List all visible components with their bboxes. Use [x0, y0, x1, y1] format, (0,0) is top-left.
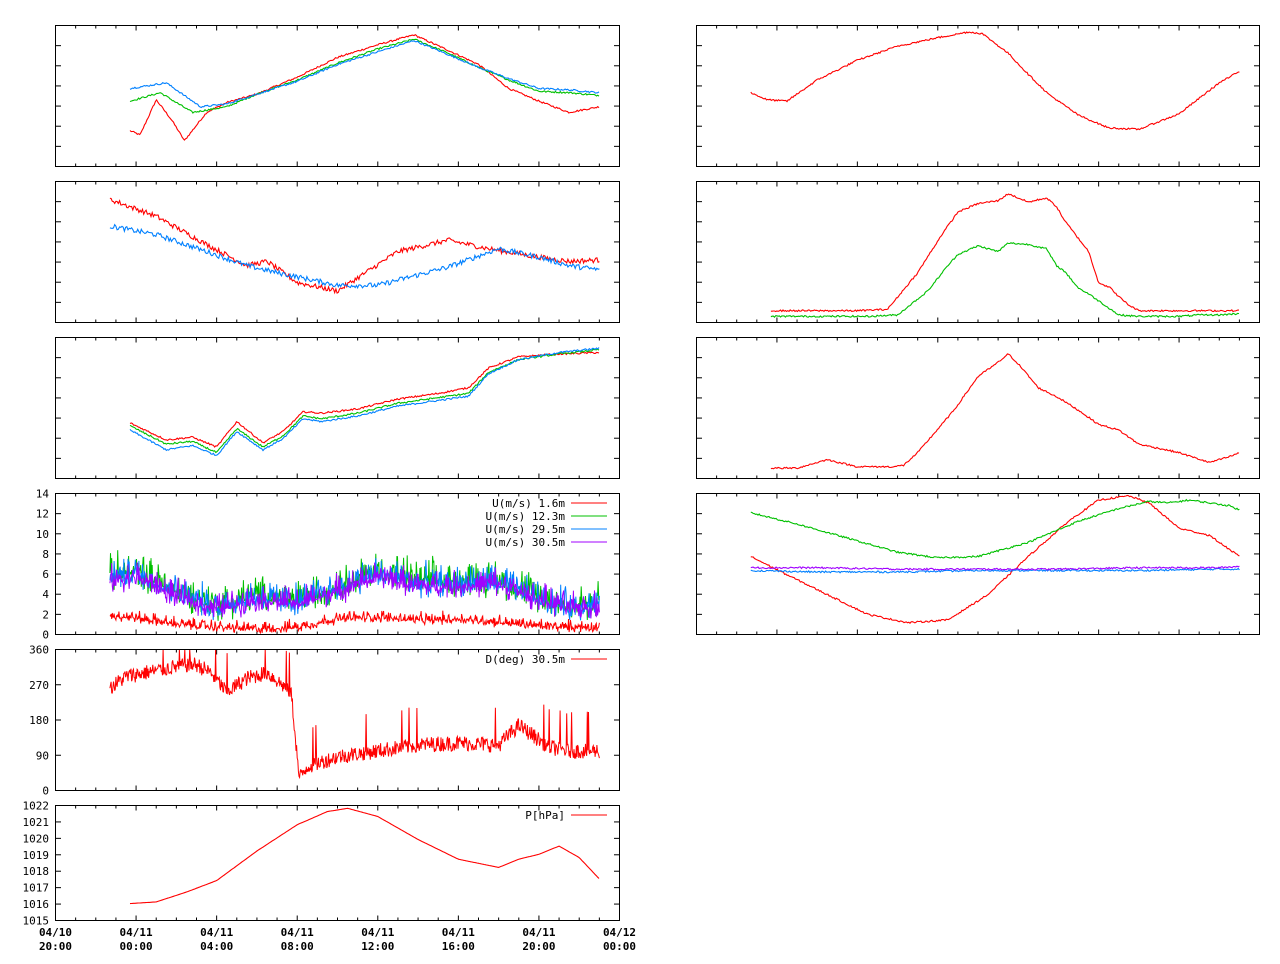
series-line-red: [770, 353, 1240, 470]
y-tick-label: 1021: [23, 816, 50, 829]
y-tick-label: 1018: [23, 865, 50, 878]
plot-frame: [696, 337, 1260, 479]
legend-label: D(deg) 30.5m: [486, 653, 566, 666]
legend-label: U(m/s) 30.5m: [486, 536, 566, 549]
series-line-red: [129, 807, 600, 905]
y-tick-label: 0: [42, 785, 49, 798]
x-tick-label-date: 04/11: [281, 926, 314, 939]
x-tick-label-time: 20:00: [39, 940, 72, 953]
x-tick-label-time: 12:00: [361, 940, 394, 953]
panel-wind-direction: 0 90 180 270 360 D(deg) 30.5m: [29, 644, 620, 798]
plot-frame: [55, 181, 620, 323]
panel-pressure: 1015 1016 1017 1018 1019 1020 1021 1022 P[hPa]: [23, 800, 620, 928]
x-tick-label-time: 00:00: [120, 940, 153, 953]
x-tick-label-time: 04:00: [200, 940, 233, 953]
legend-label: P[hPa]: [525, 809, 565, 822]
x-tick-label-date: 04/12: [603, 926, 636, 939]
y-tick-label: 1022: [23, 800, 50, 813]
y-tick-label: 14: [36, 488, 50, 501]
series-line-red: [750, 31, 1240, 131]
plot-frame: [696, 181, 1260, 323]
y-tick-label: 12: [36, 508, 49, 521]
y-tick-label: 270: [29, 679, 49, 692]
y-tick-label: 1020: [23, 832, 50, 845]
plot-frame: [696, 493, 1260, 635]
series-line-purple: [109, 562, 600, 619]
y-tick-label: 1015: [23, 915, 50, 928]
x-tick-label-date: 04/11: [120, 926, 153, 939]
panel-right-3: [696, 337, 1260, 479]
series-line-blue: [129, 347, 600, 456]
y-tick-label: 1016: [23, 898, 50, 911]
y-tick-label: 360: [29, 644, 49, 657]
y-tick-label: 90: [36, 749, 49, 762]
y-tick-label: 6: [42, 568, 49, 581]
x-tick-label-time: 16:00: [442, 940, 475, 953]
y-tick-label: 4: [42, 588, 49, 601]
series-line-red: [750, 494, 1240, 624]
plot-frame: [55, 649, 620, 791]
panel-right-2: [696, 181, 1260, 323]
series-line-blue: [750, 567, 1240, 574]
plot-frame: [55, 25, 620, 167]
x-tick-label-date: 04/10: [39, 926, 72, 939]
series-line-blue: [129, 40, 600, 109]
x-tick-label-time: 00:00: [603, 940, 636, 953]
legend-label: U(m/s) 1.6m: [492, 497, 565, 510]
y-tick-label: 2: [42, 608, 49, 621]
y-tick-label: 1019: [23, 849, 50, 862]
x-tick-label-date: 04/11: [522, 926, 555, 939]
x-tick-label-date: 04/11: [200, 926, 233, 939]
y-tick-label: 1017: [23, 882, 50, 895]
panel-left-3: [55, 337, 620, 479]
legend-label: U(m/s) 12.3m: [486, 510, 566, 523]
series-line-red: [109, 650, 600, 780]
plot-frame: [696, 25, 1260, 167]
x-tick-label-date: 04/11: [361, 926, 394, 939]
series-line-green: [770, 242, 1240, 319]
series-line-red: [770, 193, 1239, 313]
x-tick-label-date: 04/11: [442, 926, 475, 939]
panel-right-1: [696, 25, 1260, 167]
series-line-red: [129, 351, 600, 448]
panel-left-1: [55, 25, 620, 167]
y-tick-label: 0: [42, 629, 49, 642]
y-tick-label: 180: [29, 714, 49, 727]
y-tick-label: 8: [42, 548, 49, 561]
panel-left-2: [55, 181, 620, 323]
x-tick-label-time: 08:00: [281, 940, 314, 953]
series-line-green: [129, 348, 600, 454]
panel-right-4: [696, 493, 1260, 635]
series-line-purple: [750, 565, 1240, 571]
series-line-red: [109, 610, 600, 634]
series-line-blue: [109, 223, 600, 290]
y-tick-label: 10: [36, 528, 49, 541]
series-line-green: [750, 498, 1240, 559]
x-tick-label-time: 20:00: [522, 940, 555, 953]
legend-label: U(m/s) 29.5m: [486, 523, 566, 536]
series-line-red: [129, 34, 600, 141]
series-line-green: [129, 38, 600, 114]
